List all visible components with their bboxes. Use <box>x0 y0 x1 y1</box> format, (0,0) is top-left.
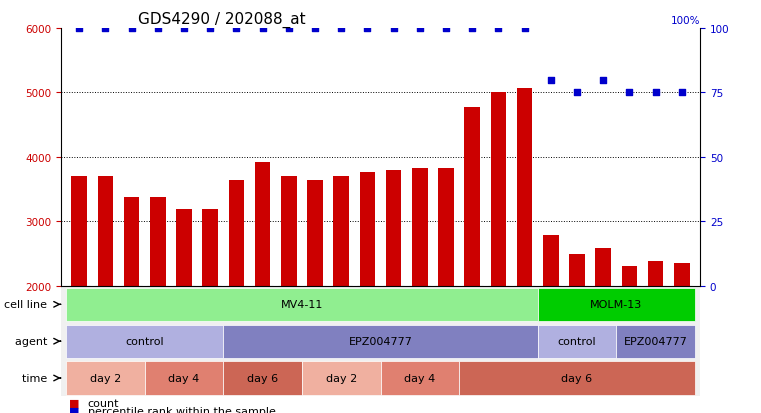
FancyBboxPatch shape <box>538 325 616 358</box>
Bar <box>622 266 637 413</box>
FancyBboxPatch shape <box>66 361 145 395</box>
Text: day 4: day 4 <box>168 373 199 383</box>
Bar <box>124 197 139 413</box>
Text: ■: ■ <box>68 406 79 413</box>
Point <box>100 26 112 32</box>
Point <box>151 26 164 32</box>
Text: control: control <box>558 336 597 347</box>
Point <box>387 26 400 32</box>
Point <box>231 26 243 32</box>
Bar <box>674 263 689 413</box>
Text: 100%: 100% <box>670 17 700 26</box>
Point <box>178 26 190 32</box>
Point <box>676 90 688 97</box>
Bar <box>648 261 664 413</box>
Point <box>518 26 530 32</box>
Text: MV4-11: MV4-11 <box>281 299 323 310</box>
Text: time: time <box>22 373 55 383</box>
Bar <box>72 177 87 413</box>
Point <box>414 26 426 32</box>
Bar <box>333 177 349 413</box>
FancyBboxPatch shape <box>380 361 459 395</box>
Bar <box>464 107 480 413</box>
Bar <box>517 89 533 413</box>
Text: EPZ004777: EPZ004777 <box>349 336 412 347</box>
Point <box>73 26 85 32</box>
Point <box>571 90 583 97</box>
Bar <box>97 177 113 413</box>
Text: day 2: day 2 <box>90 373 121 383</box>
Bar <box>595 248 611 413</box>
Bar <box>202 210 218 413</box>
Point <box>466 26 478 32</box>
FancyBboxPatch shape <box>459 361 695 395</box>
Point <box>335 26 347 32</box>
Text: ■: ■ <box>68 398 79 408</box>
Bar <box>176 210 192 413</box>
Bar <box>386 171 402 413</box>
Text: day 6: day 6 <box>562 373 593 383</box>
Text: day 4: day 4 <box>404 373 435 383</box>
Text: MOLM-13: MOLM-13 <box>591 299 642 310</box>
Point <box>649 90 661 97</box>
Bar <box>255 163 270 413</box>
Text: control: control <box>126 336 164 347</box>
FancyBboxPatch shape <box>302 361 380 395</box>
Point <box>623 90 635 97</box>
Text: percentile rank within the sample: percentile rank within the sample <box>88 406 275 413</box>
FancyBboxPatch shape <box>66 288 538 321</box>
Bar <box>307 180 323 413</box>
Bar <box>543 235 559 413</box>
Text: count: count <box>88 398 119 408</box>
Point <box>126 26 138 32</box>
Point <box>597 77 610 84</box>
Text: EPZ004777: EPZ004777 <box>624 336 687 347</box>
Text: day 2: day 2 <box>326 373 357 383</box>
Bar <box>150 197 166 413</box>
Text: cell line: cell line <box>5 299 55 310</box>
Point <box>492 26 505 32</box>
FancyBboxPatch shape <box>223 361 302 395</box>
FancyBboxPatch shape <box>223 325 538 358</box>
Point <box>545 77 557 84</box>
Bar <box>569 254 585 413</box>
Bar <box>281 177 297 413</box>
FancyBboxPatch shape <box>145 361 223 395</box>
Point <box>256 26 269 32</box>
FancyBboxPatch shape <box>538 288 695 321</box>
Point <box>440 26 452 32</box>
FancyBboxPatch shape <box>616 325 695 358</box>
Point <box>361 26 374 32</box>
Point <box>309 26 321 32</box>
Text: GDS4290 / 202088_at: GDS4290 / 202088_at <box>138 12 305 28</box>
Bar <box>491 93 506 413</box>
Bar <box>359 173 375 413</box>
FancyBboxPatch shape <box>66 325 223 358</box>
Text: agent: agent <box>15 336 55 347</box>
Point <box>204 26 216 32</box>
Bar <box>228 180 244 413</box>
Text: day 6: day 6 <box>247 373 279 383</box>
Point <box>283 26 295 32</box>
Bar <box>412 169 428 413</box>
Bar <box>438 169 454 413</box>
